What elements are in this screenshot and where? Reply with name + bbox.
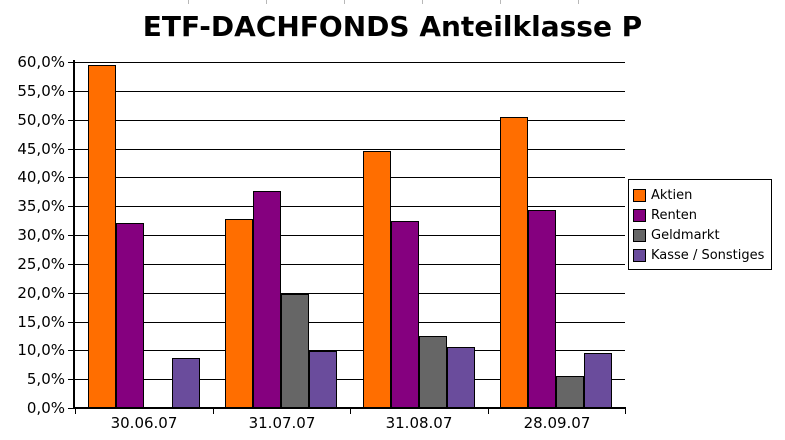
y-axis-label: 0,0% <box>26 399 65 417</box>
bar-kasse-sonstiges <box>446 347 475 408</box>
gridline <box>75 350 625 351</box>
y-axis-label: 60,0% <box>17 53 65 71</box>
y-axis-tick <box>68 379 74 380</box>
ruler-tick <box>266 0 267 4</box>
y-axis-label: 40,0% <box>17 168 65 186</box>
y-axis-tick <box>68 91 74 92</box>
x-axis-tick <box>488 409 489 414</box>
bar-geldmarkt <box>556 376 585 408</box>
y-axis-tick <box>68 149 74 150</box>
legend-item-aktien: Aktien <box>633 185 767 205</box>
gridline <box>75 293 625 294</box>
bar-kasse-sonstiges <box>309 351 338 408</box>
y-axis-tick <box>68 408 74 409</box>
ruler-tick <box>344 0 345 4</box>
legend: Aktien Renten Geldmarkt Kasse / Sonstiges <box>628 179 772 270</box>
y-axis-label: 15,0% <box>17 313 65 331</box>
ruler-tick <box>578 0 579 4</box>
bar-kasse-sonstiges <box>584 353 613 408</box>
bar-geldmarkt <box>281 294 310 408</box>
y-axis-label: 5,0% <box>26 370 65 388</box>
gridline <box>75 322 625 323</box>
y-axis-tick <box>68 350 74 351</box>
y-axis-tick <box>68 120 74 121</box>
x-axis-line <box>73 407 626 409</box>
bar-renten <box>253 191 282 408</box>
bar-aktien <box>87 65 116 408</box>
y-axis-tick <box>68 235 74 236</box>
gridline <box>75 264 625 265</box>
y-axis-label: 30,0% <box>17 226 65 244</box>
x-axis-tick <box>350 409 351 414</box>
y-axis-tick <box>68 206 74 207</box>
bar-geldmarkt <box>418 336 447 408</box>
bar-aktien <box>500 117 529 408</box>
legend-swatch <box>633 228 646 242</box>
y-axis-label: 35,0% <box>17 197 65 215</box>
x-axis-tick <box>625 409 626 414</box>
legend-swatch <box>633 208 646 222</box>
legend-swatch <box>633 188 646 202</box>
legend-item-geldmarkt: Geldmarkt <box>633 225 767 245</box>
gridline <box>75 91 625 92</box>
bar-renten <box>528 210 557 408</box>
y-axis-label: 10,0% <box>17 341 65 359</box>
legend-items: Aktien Renten Geldmarkt Kasse / Sonstiges <box>633 185 767 265</box>
ruler-tick <box>500 0 501 4</box>
legend-swatch <box>633 248 646 262</box>
x-axis-tick <box>75 409 76 414</box>
gridline <box>75 62 625 63</box>
gridline <box>75 379 625 380</box>
y-axis-tick <box>68 177 74 178</box>
chart-title: ETF-DACHFONDS Anteilklasse P <box>142 10 643 43</box>
legend-label: Aktien <box>651 187 693 203</box>
y-axis-tick <box>68 293 74 294</box>
y-axis-tick <box>68 322 74 323</box>
y-axis-label: 50,0% <box>17 111 65 129</box>
y-axis-label: 55,0% <box>17 82 65 100</box>
legend-item-kasse-sonstiges: Kasse / Sonstiges <box>633 245 767 265</box>
bar-renten <box>115 223 144 408</box>
bar-aktien <box>362 151 391 408</box>
y-axis-tick <box>68 62 74 63</box>
x-axis-label: 31.08.07 <box>385 414 453 432</box>
y-axis-line <box>73 60 75 409</box>
legend-label: Renten <box>651 207 698 223</box>
gridline <box>75 177 625 178</box>
y-axis-label: 20,0% <box>17 284 65 302</box>
y-axis-label: 25,0% <box>17 255 65 273</box>
x-axis-tick <box>213 409 214 414</box>
ruler-tick <box>422 0 423 4</box>
y-axis-label: 45,0% <box>17 140 65 158</box>
bar-aktien <box>225 219 254 408</box>
gridline <box>75 206 625 207</box>
gridline <box>75 120 625 121</box>
bar-kasse-sonstiges <box>171 358 200 408</box>
ruler-tick <box>188 0 189 4</box>
x-axis-label: 31.07.07 <box>248 414 316 432</box>
legend-label: Geldmarkt <box>651 227 720 243</box>
gridline <box>75 149 625 150</box>
x-axis-label: 28.09.07 <box>523 414 591 432</box>
bar-renten <box>390 221 419 408</box>
y-axis-tick <box>68 264 74 265</box>
legend-item-renten: Renten <box>633 205 767 225</box>
gridline <box>75 235 625 236</box>
x-axis-label: 30.06.07 <box>110 414 178 432</box>
legend-label: Kasse / Sonstiges <box>651 247 765 263</box>
